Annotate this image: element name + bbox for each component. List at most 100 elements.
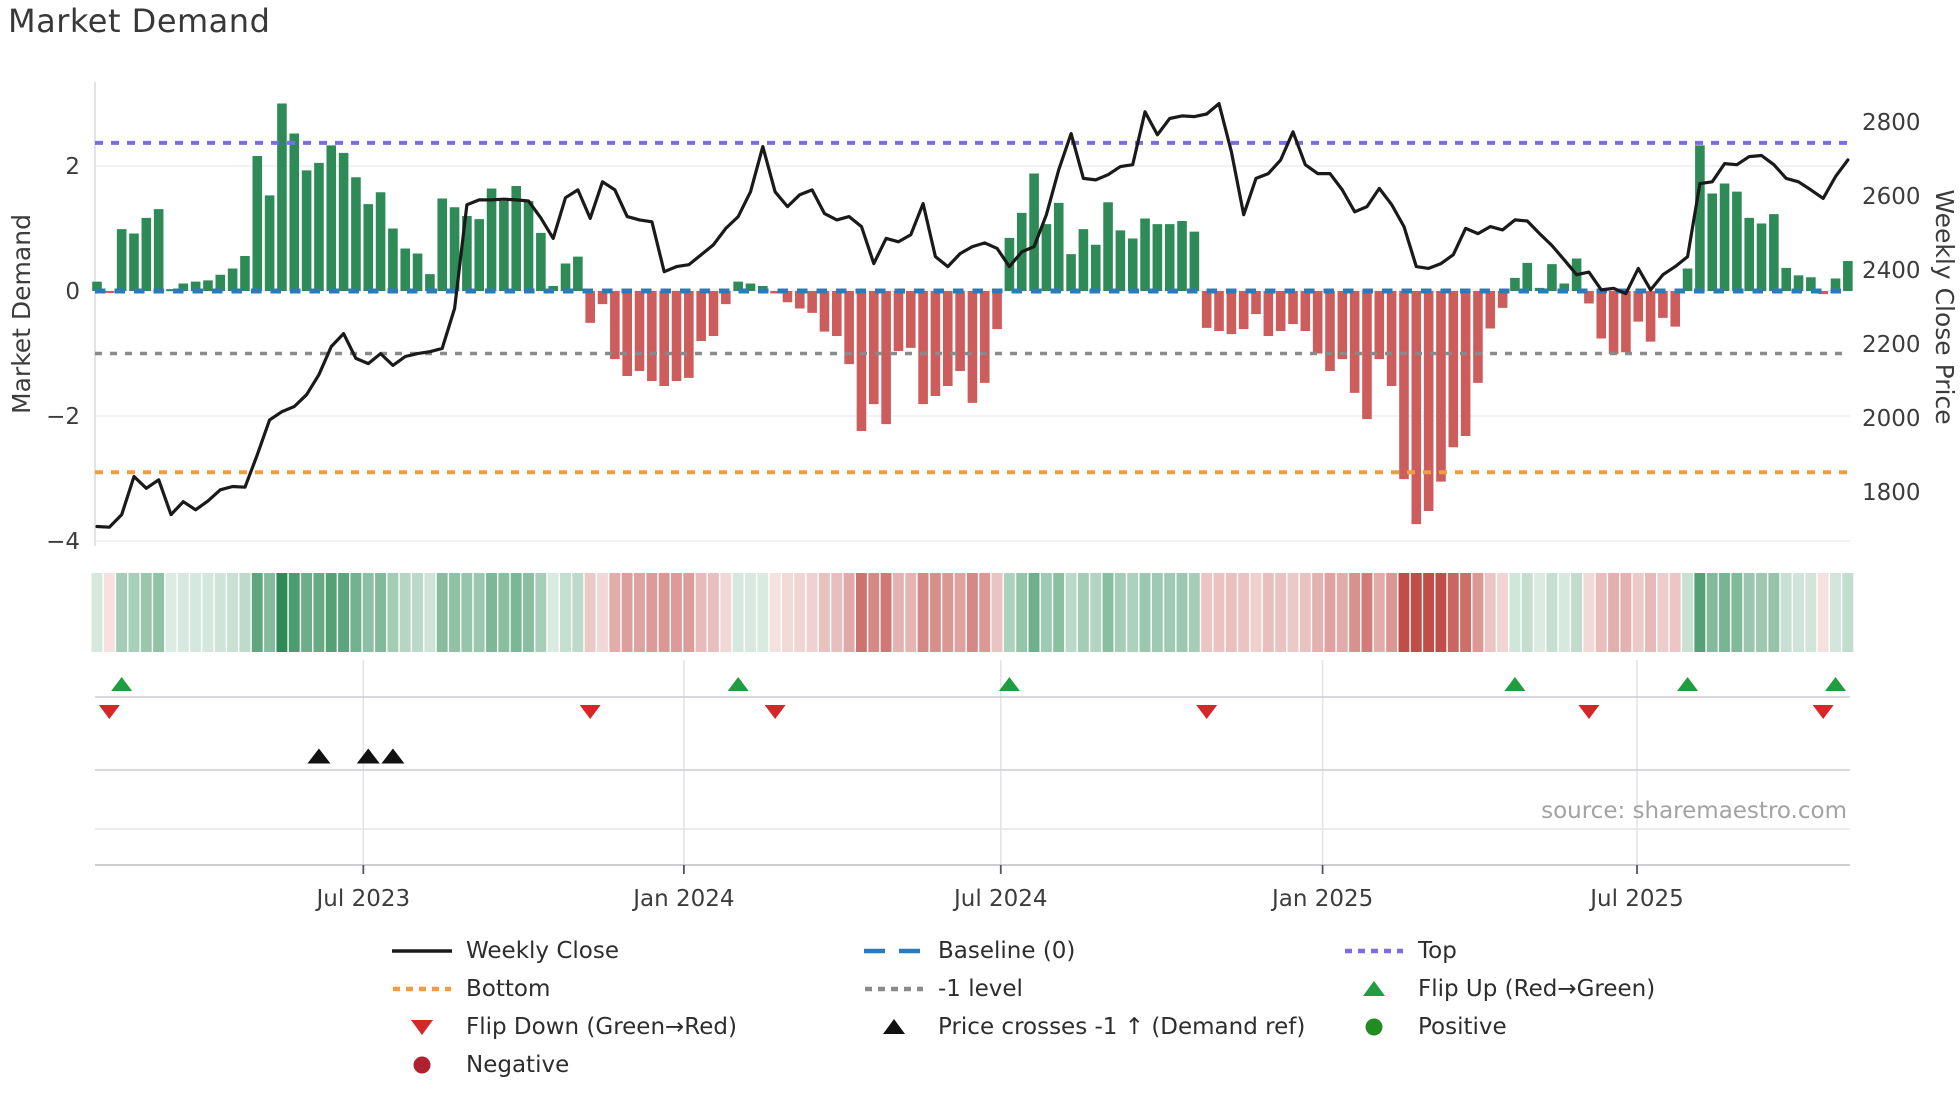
heatmap-cell — [1793, 573, 1804, 652]
legend-item-negative: Negative — [390, 1046, 737, 1084]
heatmap-cell — [818, 573, 830, 652]
demand-bar — [1806, 277, 1816, 291]
heatmap-cell — [288, 573, 300, 652]
demand-bar — [486, 188, 497, 291]
heatmap-cell — [1842, 573, 1854, 652]
demand-bar — [671, 291, 682, 381]
demand-bar — [807, 291, 817, 313]
demand-bar — [178, 283, 189, 291]
demand-bar — [1473, 291, 1483, 383]
heatmap-cell — [929, 573, 941, 652]
demand-bar — [1793, 275, 1804, 291]
heatmap-cell — [1102, 573, 1114, 652]
legend-item-flip-up: Flip Up (Red→Green) — [1342, 970, 1655, 1008]
heatmap-cell — [708, 573, 719, 652]
demand-bar — [1769, 214, 1779, 291]
heatmap-cell — [1608, 573, 1619, 652]
demand-bar — [1744, 217, 1755, 291]
heatmap-cell — [855, 573, 867, 652]
heatmap-cell — [1595, 573, 1607, 652]
axis-text: 2 0 −2 −4 2800 2600 2400 2200 2000 1800 Jul 2023 Ja… — [7, 110, 1959, 912]
demand-bar — [1830, 278, 1841, 291]
heatmap-cell — [1299, 573, 1311, 652]
demand-bar — [696, 291, 706, 341]
demand-bar — [400, 248, 411, 291]
heatmap-cell — [1398, 573, 1410, 652]
heatmap-cell — [1028, 573, 1040, 652]
demand-bar — [215, 274, 226, 291]
demand-bar — [1436, 291, 1446, 482]
demand-bar — [1115, 230, 1126, 291]
demand-bar — [967, 291, 978, 403]
heatmap-cell — [781, 573, 793, 652]
heatmap-cell — [1151, 573, 1163, 652]
heatmap-cell — [214, 573, 226, 652]
heatmap-cell — [1213, 573, 1225, 652]
heatmap-cell — [1657, 573, 1669, 652]
price-line — [95, 101, 1850, 529]
heatmap-cell — [720, 573, 732, 652]
heatmap-cell — [498, 573, 510, 652]
heatmap-cell — [646, 573, 658, 652]
heatmap-cell — [634, 573, 645, 652]
bottom-line-swatch — [390, 976, 454, 1002]
heatmap-cell — [412, 573, 423, 652]
heatmap-cell — [880, 573, 892, 652]
left-axis-tick: −2 — [46, 404, 80, 430]
flip-up-marker — [727, 677, 749, 691]
demand-bar — [856, 291, 867, 431]
demand-bar — [1312, 291, 1323, 354]
flip-down-marker — [764, 705, 786, 719]
legend-label: Negative — [466, 1052, 570, 1078]
x-axis-tick: Jul 2025 — [1588, 886, 1684, 912]
demand-bar — [264, 195, 275, 291]
demand-bar — [92, 281, 102, 291]
heatmap-cell — [1743, 573, 1755, 652]
heatmap-cell — [991, 573, 1003, 652]
heatmap-cell — [91, 573, 103, 652]
positive-dot-icon — [1342, 1014, 1406, 1040]
demand-bar — [240, 256, 250, 291]
heatmap-cell — [486, 573, 497, 652]
legend-column-3: Top Flip Up (Red→Green) Positive — [1342, 932, 1655, 1046]
heatmap-cell — [424, 573, 436, 652]
demand-bar — [844, 291, 854, 365]
heatmap-cell — [1768, 573, 1780, 652]
heatmap-cell — [1669, 573, 1681, 652]
heatmap-cell — [831, 573, 843, 652]
flip-up-marker — [1504, 677, 1526, 691]
legend-item-price-crosses: Price crosses -1 ↑ (Demand ref) — [862, 1008, 1305, 1046]
heatmap-cell — [1114, 573, 1126, 652]
demand-bar — [1362, 291, 1372, 420]
heatmap-cell — [313, 573, 325, 652]
heatmap-cell — [1250, 573, 1262, 652]
heatmap-cell — [1373, 573, 1385, 652]
demand-bar — [227, 268, 238, 291]
heatmap-cell — [1090, 573, 1102, 652]
demand-bar — [560, 263, 571, 291]
demand-bar — [1510, 277, 1520, 291]
demand-bar — [1201, 291, 1212, 328]
demand-bar — [1053, 202, 1064, 291]
heatmap-cell — [806, 573, 818, 652]
heatmap-cell — [1756, 573, 1767, 652]
legend-label: Baseline (0) — [938, 938, 1076, 964]
demand-bar — [1214, 291, 1224, 331]
heatmap-cell — [103, 573, 115, 652]
heatmap-cell — [375, 573, 386, 652]
x-axis-tick: Jan 2025 — [1270, 886, 1373, 912]
heatmap-cell — [1435, 573, 1447, 652]
heatmap-cell — [572, 573, 584, 652]
flip-down-marker — [1578, 705, 1600, 719]
heatmap-cell — [165, 573, 177, 652]
source-credit: source: sharemaestro.com — [1541, 798, 1847, 824]
demand-bar — [1140, 218, 1150, 291]
heatmap-cell — [1509, 573, 1521, 652]
demand-bar — [1337, 291, 1348, 360]
heatmap-cell — [942, 573, 954, 652]
demand-bar — [930, 291, 941, 396]
heatmap-cell — [227, 573, 239, 652]
heatmap-cell — [1139, 573, 1151, 652]
demand-bar — [992, 291, 1002, 330]
flip-up-triangle-icon — [1342, 976, 1406, 1002]
